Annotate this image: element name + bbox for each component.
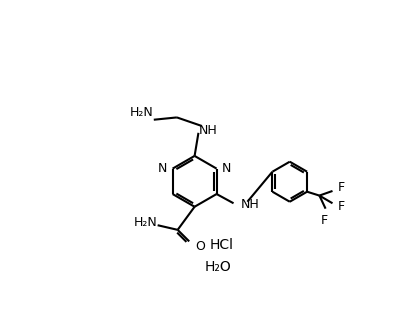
Text: F: F [338,181,345,194]
Text: F: F [321,214,328,227]
Text: NH: NH [241,198,260,211]
Text: HCl: HCl [209,238,234,252]
Text: N: N [158,162,167,175]
Text: N: N [222,162,231,175]
Text: O: O [196,239,205,252]
Text: H₂N: H₂N [133,216,157,229]
Text: H₂N: H₂N [130,106,153,119]
Text: H₂O: H₂O [204,260,231,274]
Text: NH: NH [198,124,217,137]
Text: F: F [338,200,345,213]
